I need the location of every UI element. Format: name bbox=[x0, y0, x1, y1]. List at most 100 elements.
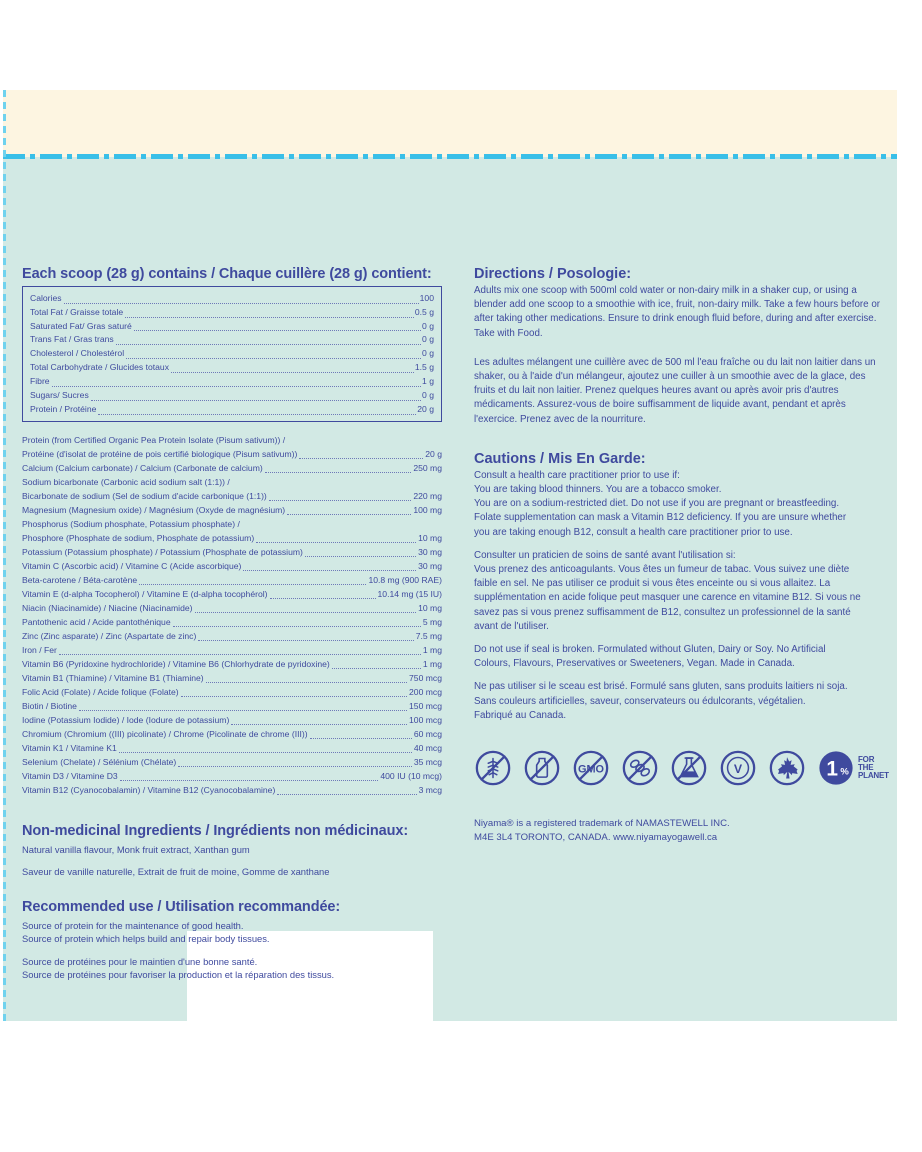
ingredient-value: 5 mg bbox=[422, 616, 442, 627]
medicinal-ingredients-list: Protein (from Certified Organic Pea Prot… bbox=[22, 433, 442, 797]
cautions-en-line: You are taking blood thinners. You are a… bbox=[474, 484, 722, 496]
ingredient-value: 7.5 mg bbox=[415, 630, 442, 641]
nutrition-heading: Each scoop (28 g) contains / Chaque cuil… bbox=[22, 266, 432, 282]
leader-dots bbox=[172, 625, 421, 627]
svg-text:%: % bbox=[840, 767, 849, 778]
nutrient-name: Trans Fat / Gras trans bbox=[30, 334, 114, 345]
mint-background-area bbox=[3, 157, 897, 1021]
ingredient-value: 30 mg bbox=[418, 546, 442, 557]
ingredient-name: Biotin / Biotine bbox=[22, 700, 77, 711]
recommended-use-fr-2: Source de protéines pour favoriser la pr… bbox=[22, 969, 335, 981]
seal-en-line: Colours, Flavours, Preservatives or Swee… bbox=[474, 658, 795, 670]
one-percent-for-the-planet-icon: 1 % FOR THE PLANET bbox=[817, 749, 889, 787]
cautions-fr-line: faible en sel. Ne pas utiliser ce produi… bbox=[474, 578, 831, 590]
nutrient-value: 0 g bbox=[422, 390, 434, 401]
ingredient-value: 10.14 mg (15 IU) bbox=[377, 588, 442, 599]
nutrient-name: Cholesterol / Cholestérol bbox=[30, 348, 125, 359]
recommended-use-en-1: Source of protein for the maintenance of… bbox=[22, 919, 244, 931]
nutrient-value: 1 g bbox=[422, 376, 434, 387]
ingredient-name: Chromium (Chromium ((III) picolinate) / … bbox=[22, 728, 308, 739]
cautions-fr-line: savez pas si vous prenez suffisamment de… bbox=[474, 606, 851, 618]
cautions-heading: Cautions / Mis En Garde: bbox=[474, 450, 646, 467]
leader-dots bbox=[194, 611, 417, 613]
table-row: Cholesterol / Cholestérol 0 g bbox=[30, 347, 434, 361]
leader-dots bbox=[268, 499, 412, 501]
ingredient-value: 10 mg bbox=[418, 602, 442, 613]
cautions-fr-line: avant de l'utiliser. bbox=[474, 620, 549, 632]
ingredient-name: Niacin (Niacinamide) / Niacine (Niacinam… bbox=[22, 602, 193, 613]
made-in-canada-icon bbox=[769, 750, 805, 786]
spacer bbox=[474, 634, 886, 643]
list-item: Calcium (Calcium carbonate) / Calcium (C… bbox=[22, 461, 442, 475]
planet-line-1: FOR THE bbox=[858, 754, 875, 772]
ingredient-value: 400 IU (10 mcg) bbox=[380, 770, 442, 781]
nutrient-value: 0 g bbox=[422, 320, 434, 331]
nutrient-value: 1.5 g bbox=[414, 362, 434, 373]
ingredient-value: 35 mcg bbox=[413, 756, 442, 767]
nutrient-value: 0 g bbox=[422, 334, 434, 345]
spacer bbox=[474, 341, 886, 356]
leader-dots bbox=[125, 316, 414, 318]
bottom-notch-cutout bbox=[187, 931, 433, 1062]
nutrient-value: 20 g bbox=[417, 404, 434, 415]
seal-fr-line: Fabriqué au Canada. bbox=[474, 709, 567, 721]
ingredient-value: 30 mg bbox=[418, 560, 442, 571]
table-row: Calories 100 bbox=[30, 292, 434, 306]
spacer bbox=[474, 540, 886, 549]
leader-dots bbox=[90, 399, 422, 402]
ingredient-name: Vitamin B12 (Cyanocobalamin) / Vitamine … bbox=[22, 784, 276, 795]
table-row: Total Carbohydrate / Glucides totaux 1.5… bbox=[30, 361, 434, 375]
directions-en: Adults mix one scoop with 500ml cold wat… bbox=[474, 285, 881, 339]
leader-dots bbox=[331, 667, 421, 669]
ingredient-value: 750 mcg bbox=[409, 672, 442, 683]
no-gmo-icon: GMO bbox=[573, 750, 609, 786]
ingredient-name: Vitamin K1 / Vitamine K1 bbox=[22, 742, 117, 753]
no-chemicals-icon bbox=[671, 750, 707, 786]
list-item: Vitamin B1 (Thiamine) / Vitamine B1 (Thi… bbox=[22, 671, 442, 685]
non-medicinal-heading: Non-medicinal Ingredients / Ingrédients … bbox=[22, 822, 409, 839]
list-item: Phosphorus (Sodium phosphate, Potassium … bbox=[22, 518, 240, 529]
nutrient-name: Fibre bbox=[30, 376, 50, 387]
ingredient-name: Phosphore (Phosphate de sodium, Phosphat… bbox=[22, 532, 255, 543]
list-item: Pantothenic acid / Acide pantothénique 5… bbox=[22, 615, 442, 629]
recommended-use-section: Recommended use / Utilisation recommandé… bbox=[22, 899, 442, 982]
leader-dots bbox=[277, 793, 417, 795]
leader-dots bbox=[115, 343, 422, 346]
leader-dots bbox=[299, 457, 424, 459]
trademark-line-2: M4E 3L4 TORONTO, CANADA. www.niyamayogaw… bbox=[474, 832, 718, 844]
planet-badge-text: FOR THE PLANET bbox=[858, 754, 889, 780]
leader-dots bbox=[304, 555, 417, 557]
nutrient-name: Total Carbohydrate / Glucides totaux bbox=[30, 362, 170, 373]
table-row: Sugars/ Sucres 0 g bbox=[30, 389, 434, 403]
recommended-use-fr-1: Source de protéines pour le maintien d'u… bbox=[22, 955, 258, 967]
nutrient-value: 100 bbox=[419, 292, 434, 303]
table-row: Fibre 1 g bbox=[30, 375, 434, 389]
ingredient-name: Calcium (Calcium carbonate) / Calcium (C… bbox=[22, 462, 263, 473]
ingredient-value: 250 mg bbox=[413, 462, 442, 473]
ingredient-name: Vitamin D3 / Vitamine D3 bbox=[22, 770, 118, 781]
ingredient-name: Zinc (Zinc asparate) / Zinc (Aspartate d… bbox=[22, 630, 197, 641]
ingredient-name: Folic Acid (Folate) / Acide folique (Fol… bbox=[22, 686, 179, 697]
cautions-fr-line: Vous prenez des anticoagulants. Vous ête… bbox=[474, 564, 850, 576]
list-item: Niacin (Niacinamide) / Niacine (Niacinam… bbox=[22, 601, 442, 615]
leader-dots bbox=[180, 695, 408, 697]
ingredient-value: 3 mcg bbox=[418, 784, 442, 795]
leader-dots bbox=[139, 583, 367, 585]
list-item: Selenium (Chelate) / Sélénium (Chélate) … bbox=[22, 755, 442, 769]
ingredient-name: Vitamin B6 (Pyridoxine hydrochloride) / … bbox=[22, 658, 330, 669]
list-item: Vitamin K1 / Vitamine K1 40 mcg bbox=[22, 741, 442, 755]
leader-dots bbox=[98, 413, 417, 415]
cautions-en-line: Consult a health care practitioner prior… bbox=[474, 469, 680, 481]
non-medicinal-fr: Saveur de vanille naturelle, Extrait de … bbox=[22, 866, 330, 878]
list-item: Vitamin E (d-alpha Tocopherol) / Vitamin… bbox=[22, 587, 442, 601]
table-row: Total Fat / Graisse totale 0.5 g bbox=[30, 306, 434, 320]
vegan-icon: V bbox=[720, 750, 756, 786]
list-item: Biotin / Biotine 150 mcg bbox=[22, 699, 442, 713]
leader-dots bbox=[205, 681, 408, 683]
table-row: Saturated Fat/ Gras saturé 0 g bbox=[30, 320, 434, 334]
directions-fr: Les adultes mélangent une cuillère avec … bbox=[474, 356, 876, 425]
nutrition-facts-box: Calories 100 Total Fat / Graisse totale … bbox=[22, 285, 442, 422]
ingredient-name: Selenium (Chelate) / Sélénium (Chélate) bbox=[22, 756, 177, 767]
list-item: Vitamin B12 (Cyanocobalamin) / Vitamine … bbox=[22, 783, 442, 797]
leader-dots bbox=[269, 597, 376, 599]
